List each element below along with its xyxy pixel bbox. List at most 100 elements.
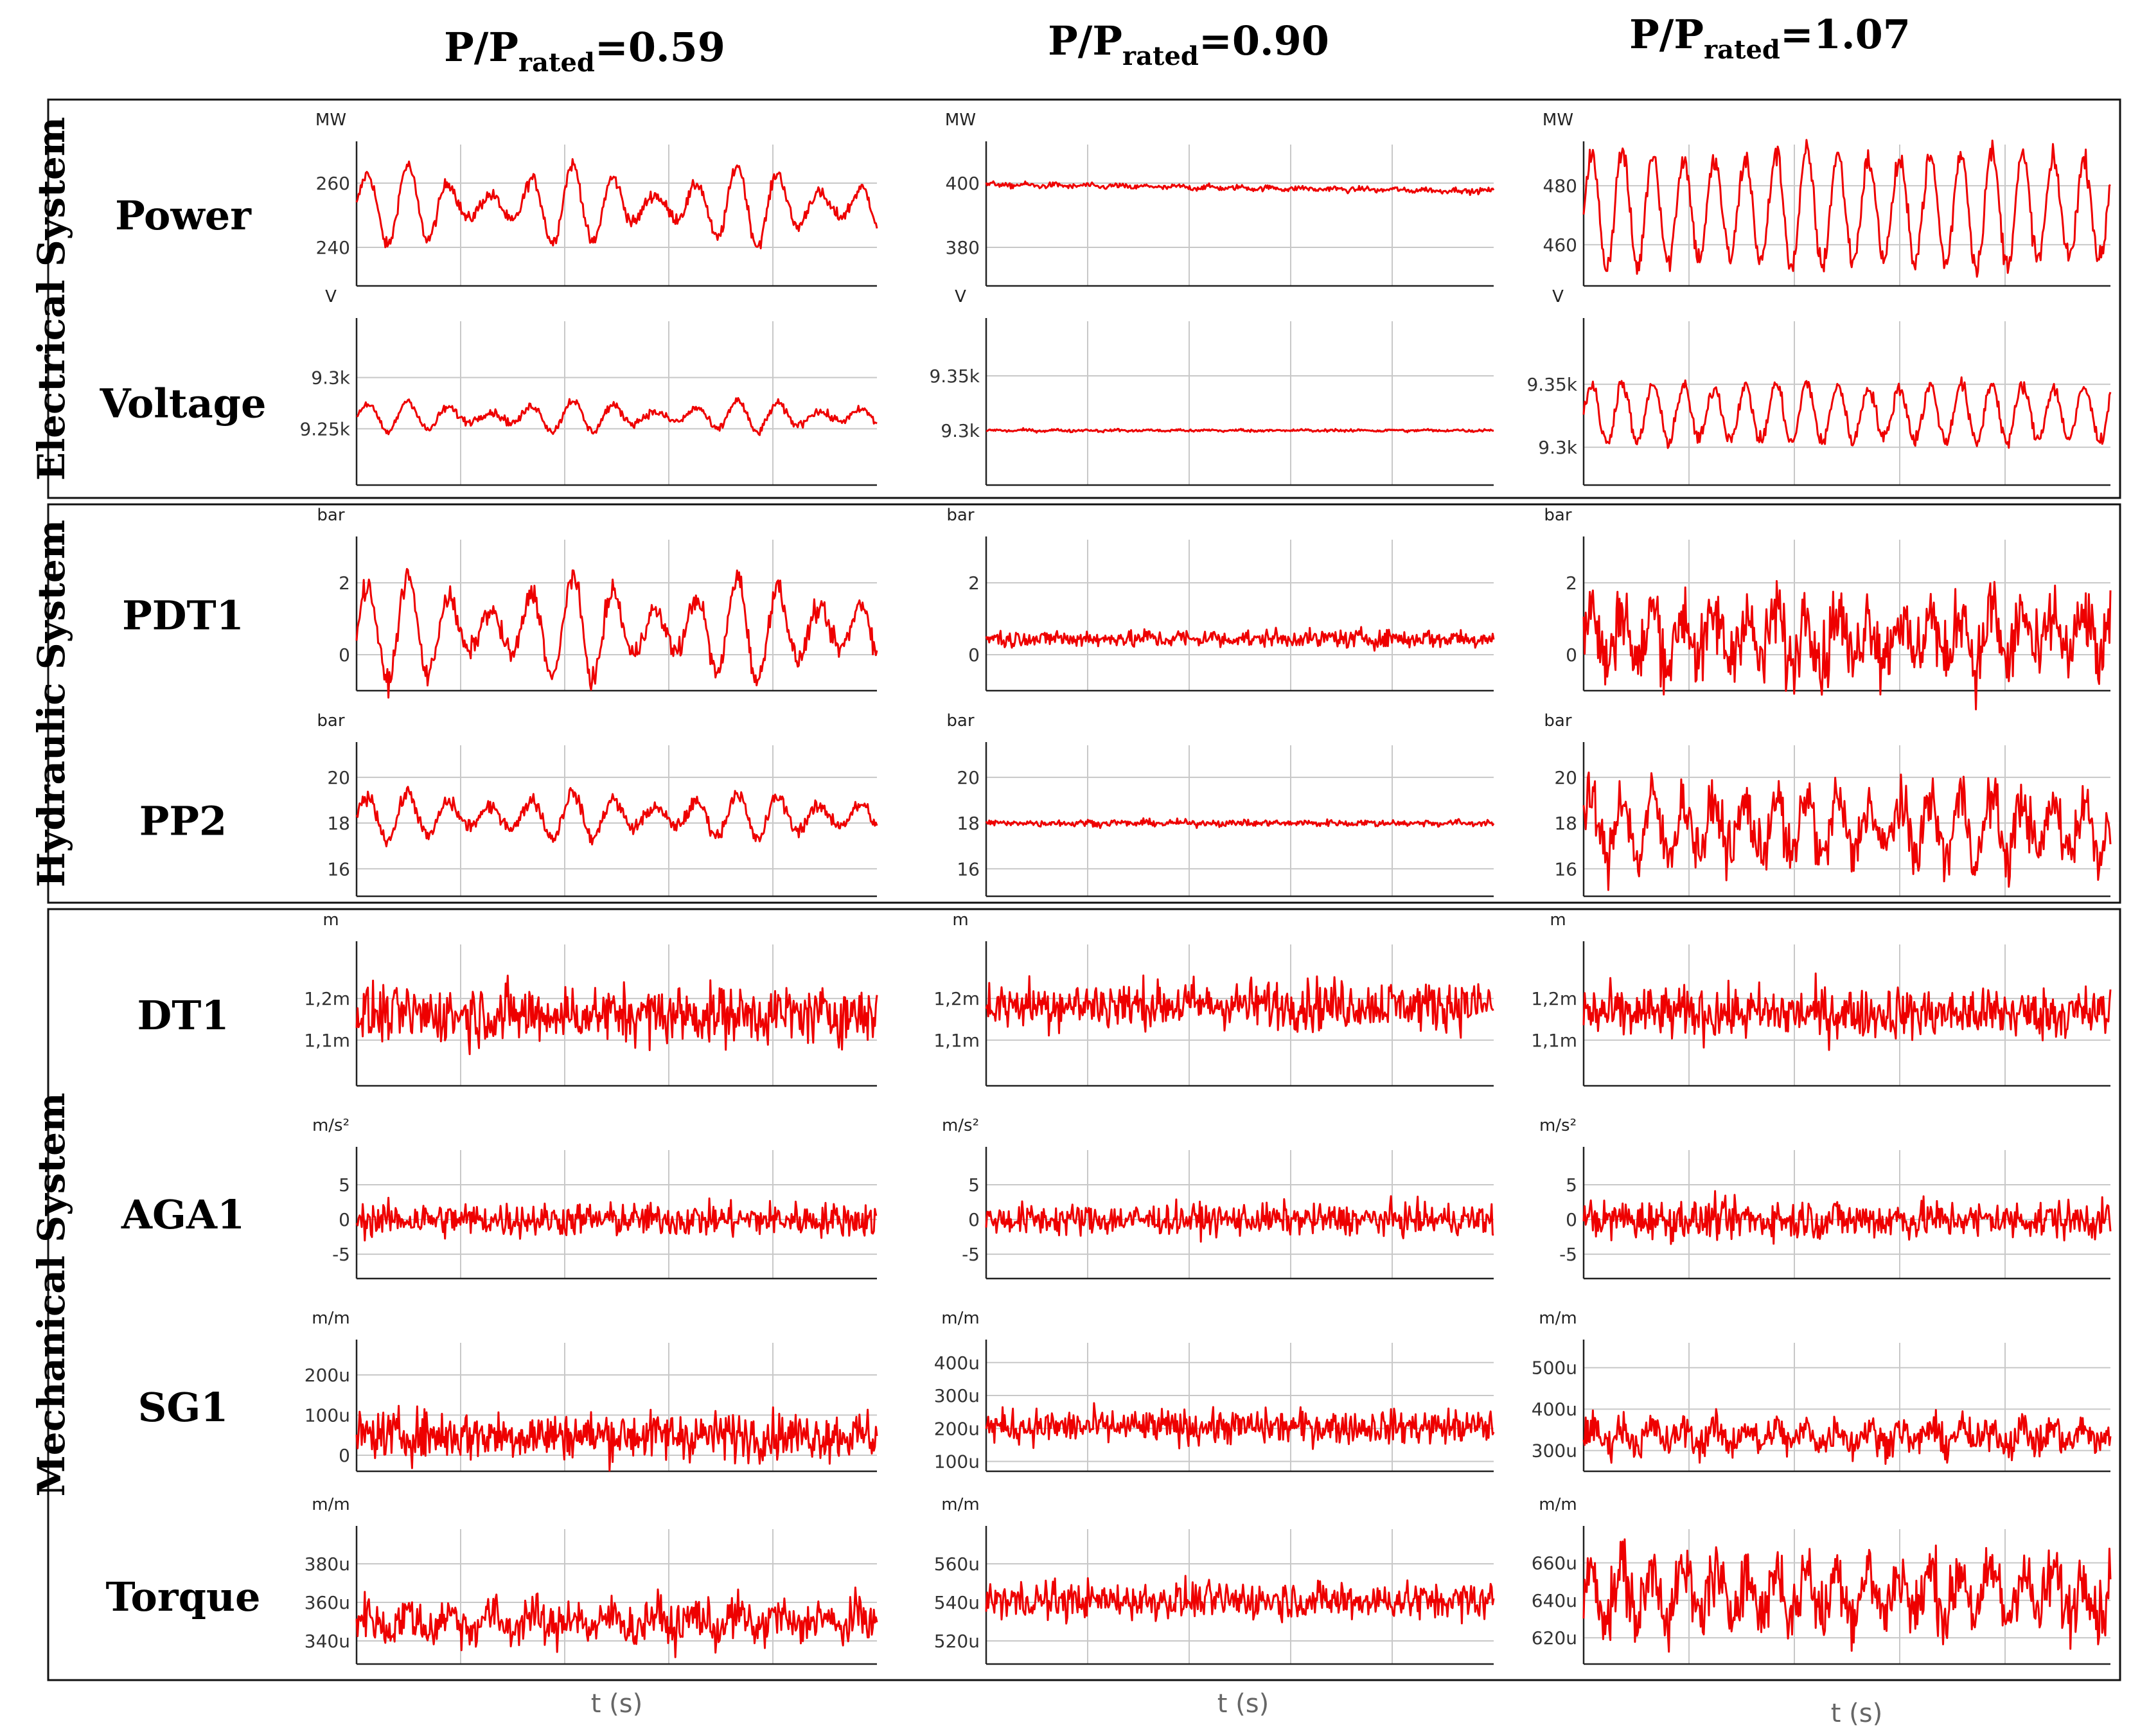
y-tick-label: 200u: [305, 1365, 350, 1386]
y-tick-label: 400: [946, 173, 980, 194]
unit-label: m/m: [1539, 1309, 1577, 1328]
signal-trace: [985, 974, 1494, 1039]
panel-torque-2: 560u 540u 520u m/m: [934, 1495, 1495, 1665]
section-label-1: Electrical System: [30, 117, 73, 481]
signal-trace: [985, 1575, 1495, 1625]
y-tick-label: 18: [957, 813, 980, 834]
signal-trace: [985, 180, 1495, 196]
y-tick-label: 5: [1566, 1174, 1577, 1196]
y-tick-label: 0: [968, 1209, 980, 1230]
panel-pdt1-2: 2 0 bar: [946, 506, 1495, 692]
signal-trace: [1582, 771, 2112, 891]
y-tick-label: 260: [316, 173, 350, 194]
unit-label: m/m: [312, 1309, 349, 1328]
y-tick-label: 20: [327, 767, 350, 788]
y-tick-label: 240: [316, 237, 350, 258]
x-axis-label-2: t (s): [1217, 1689, 1269, 1719]
y-tick-label: 18: [327, 813, 350, 834]
unit-label: MW: [315, 111, 346, 130]
y-tick-label: 100u: [934, 1451, 980, 1473]
unit-label: m: [1550, 910, 1566, 930]
y-tick-label: 16: [1554, 858, 1577, 880]
unit-label: bar: [946, 711, 974, 731]
row-label-pdt1: PDT1: [122, 592, 244, 639]
y-tick-label: 16: [327, 858, 350, 880]
signal-trace: [1582, 376, 2112, 449]
y-tick-label: 2: [339, 572, 350, 594]
signal-trace: [355, 786, 878, 847]
panel-pp2-1: 20 18 16 bar: [317, 711, 878, 898]
unit-label: V: [1552, 287, 1564, 306]
signal-trace: [985, 626, 1495, 652]
unit-label: bar: [317, 506, 344, 525]
section-label-3: Mechanical System: [30, 1093, 73, 1497]
row-label-dt1: DT1: [137, 992, 229, 1039]
y-tick-label: 5: [339, 1174, 350, 1196]
y-tick-label: 16: [957, 858, 980, 880]
y-tick-label: 1,2m: [933, 988, 980, 1009]
y-tick-label: 540u: [934, 1592, 980, 1613]
y-tick-label: 380u: [305, 1554, 350, 1575]
y-tick-label: 9.3k: [311, 368, 351, 389]
y-tick-label: -5: [332, 1244, 350, 1265]
section-frame-1: [47, 98, 2121, 499]
y-tick-label: 380: [946, 237, 980, 258]
y-tick-label: 200u: [934, 1418, 980, 1439]
signal-trace: [1582, 1538, 2112, 1653]
panel-sg1-2: 400u 300u 200u 100u m/m: [934, 1309, 1495, 1473]
unit-label: V: [325, 287, 337, 306]
row-label-sg1: SG1: [138, 1384, 229, 1431]
signal-trace: [1582, 580, 2112, 711]
section-frame-3: [47, 908, 2121, 1681]
y-tick-label: 0: [339, 1445, 350, 1466]
y-tick-label: 20: [957, 767, 980, 788]
unit-label: m/s²: [942, 1116, 979, 1135]
unit-label: bar: [1544, 711, 1571, 731]
panel-pp2-2: 20 18 16 bar: [946, 711, 1495, 898]
signal-trace: [1582, 139, 2111, 278]
signal-trace: [985, 1195, 1494, 1243]
y-tick-label: 400u: [1532, 1399, 1577, 1420]
panel-dt1-3: 1,2m 1,1m m: [1531, 910, 2112, 1087]
unit-label: m/m: [1539, 1495, 1577, 1514]
panel-pp2-3: 20 18 16 bar: [1544, 711, 2112, 898]
panel-aga1-3: 5 0 -5 m/s²: [1539, 1116, 2112, 1280]
signal-trace: [986, 427, 1494, 434]
column-title-1: P/Prated=0.59: [444, 24, 725, 78]
y-tick-label: 9.3k: [1538, 437, 1578, 458]
y-tick-label: 660u: [1532, 1553, 1577, 1574]
y-tick-label: 0: [339, 644, 350, 666]
unit-label: m/m: [312, 1495, 349, 1514]
unit-label: m: [952, 910, 968, 930]
y-tick-label: 0: [339, 1209, 350, 1230]
y-tick-label: 9.35k: [929, 366, 980, 387]
panel-aga1-1: 5 0 -5 m/s²: [312, 1116, 878, 1280]
y-tick-label: 1,1m: [1531, 1030, 1577, 1051]
row-label-aga1: AGA1: [121, 1191, 245, 1238]
signal-trace: [1582, 1190, 2112, 1245]
y-tick-label: 18: [1554, 813, 1577, 834]
y-tick-label: 1,1m: [933, 1030, 980, 1051]
unit-label: m/m: [941, 1309, 979, 1328]
column-title-2: P/Prated=0.90: [1048, 17, 1329, 71]
y-tick-label: 9.25k: [299, 418, 350, 439]
row-label-torque: Torque: [106, 1573, 261, 1620]
panel-power-3: 480 460 MW: [1543, 111, 2111, 287]
row-label-voltage: Voltage: [100, 380, 267, 427]
unit-label: m/s²: [1539, 1116, 1577, 1135]
panel-sg1-3: 500u 400u 300u m/m: [1532, 1309, 2112, 1473]
signal-trace: [355, 568, 878, 699]
y-tick-label: 620u: [1532, 1627, 1577, 1649]
panel-dt1-1: 1,2m 1,1m m: [304, 910, 878, 1087]
panel-aga1-2: 5 0 -5 m/s²: [942, 1116, 1494, 1280]
y-tick-label: 100u: [305, 1405, 350, 1426]
y-tick-label: 500u: [1532, 1358, 1577, 1379]
unit-label: V: [955, 287, 966, 306]
signal-trace: [985, 1402, 1495, 1450]
row-label-pp2: PP2: [139, 798, 227, 845]
unit-label: MW: [945, 111, 976, 130]
unit-label: m: [323, 910, 339, 930]
signal-trace: [985, 817, 1495, 829]
signal-trace: [1582, 1408, 2112, 1465]
